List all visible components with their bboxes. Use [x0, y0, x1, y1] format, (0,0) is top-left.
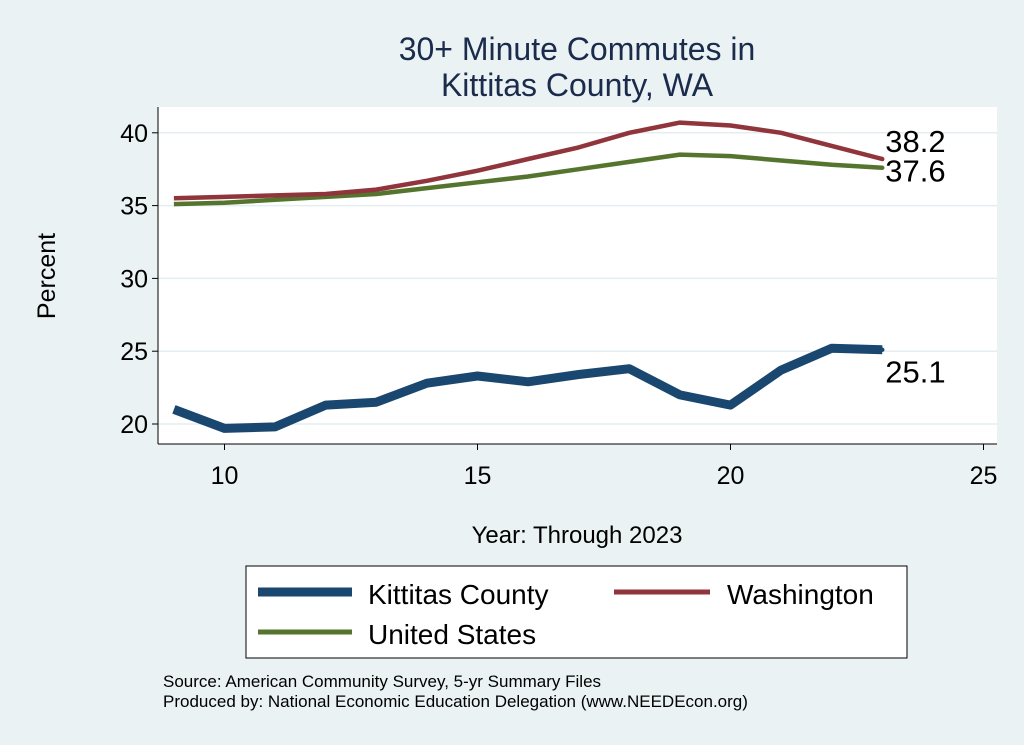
x-tick-label: 15: [464, 462, 492, 490]
produced-by-text: Produced by: National Economic Education…: [163, 692, 748, 711]
source-notes: Source: American Community Survey, 5-yr …: [163, 672, 748, 712]
y-tick-label: 40: [120, 120, 148, 148]
series-line-washington: [173, 120, 883, 201]
legend-label-washington: Washington: [727, 579, 874, 610]
series-end-point-kittitas: [880, 347, 885, 352]
legend-box: [245, 565, 908, 659]
chart-title-line-1: 30+ Minute Commutes in: [399, 31, 756, 67]
y-tick-label: 35: [120, 193, 148, 221]
y-tick-label: 25: [120, 338, 148, 366]
chart-title-line-2: Kittitas County, WA: [441, 67, 714, 103]
axis-ticks: 20 25 30 35 40 10 15 20 25: [120, 120, 997, 490]
end-labels: 25.1 38.237.6: [885, 124, 945, 390]
x-axis-label: Year: Through 2023: [472, 522, 683, 549]
series-end-point-united-states: [880, 165, 885, 170]
y-tick-label: 30: [120, 265, 148, 293]
series-line-united-states: [173, 152, 883, 207]
series-line-kittitas: [172, 343, 883, 433]
x-tick-label: 25: [970, 462, 998, 490]
gridlines: [158, 132, 997, 425]
plot-area: [158, 107, 997, 444]
y-axis-label: Percent: [33, 233, 61, 319]
legend-label-united-states: United States: [368, 619, 536, 650]
series-lines: [172, 120, 885, 433]
end-label-kittitas: 25.1: [885, 355, 945, 390]
legend: Kittitas County Washington United States: [245, 565, 908, 659]
series-end-point-washington: [880, 156, 885, 162]
end-label-washington: 38.2: [885, 124, 945, 159]
end-label-united-states: 37.6: [885, 154, 945, 189]
legend-label-kittitas: Kittitas County: [368, 579, 549, 610]
source-text: Source: American Community Survey, 5-yr …: [163, 672, 602, 691]
x-tick-label: 10: [211, 462, 239, 490]
y-tick-label: 20: [120, 411, 148, 439]
x-tick-label: 20: [717, 462, 745, 490]
